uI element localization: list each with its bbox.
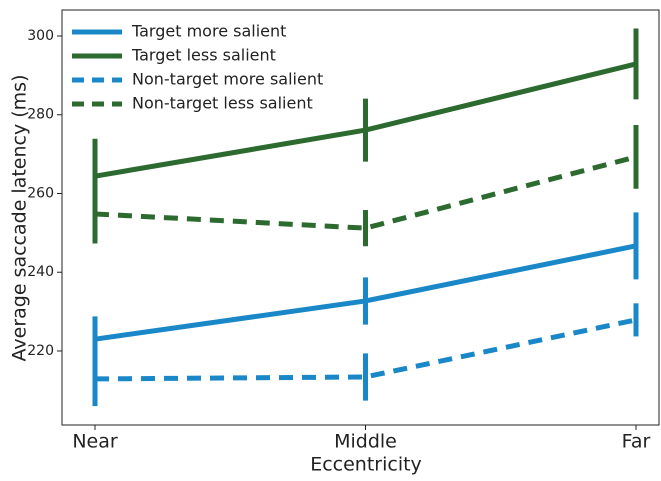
y-axis-label: Average saccade latency (ms) <box>9 75 31 362</box>
x-axis-label: Eccentricity <box>310 454 422 476</box>
x-tick-label: Far <box>622 431 651 453</box>
x-tick-label: Near <box>72 431 118 453</box>
legend-label: Target more salient <box>131 22 286 41</box>
y-tick-label: 300 <box>27 28 54 44</box>
y-tick-label: 260 <box>27 185 54 201</box>
plot-frame <box>61 9 660 426</box>
legend-label: Non-target more salient <box>132 70 323 89</box>
y-tick-label: 220 <box>27 343 54 359</box>
legend-label: Non-target less salient <box>132 94 313 113</box>
legend-label: Target less salient <box>131 46 276 65</box>
x-tick-label: Middle <box>334 431 397 453</box>
y-tick-label: 280 <box>27 107 54 123</box>
y-tick-label: 240 <box>27 264 54 280</box>
